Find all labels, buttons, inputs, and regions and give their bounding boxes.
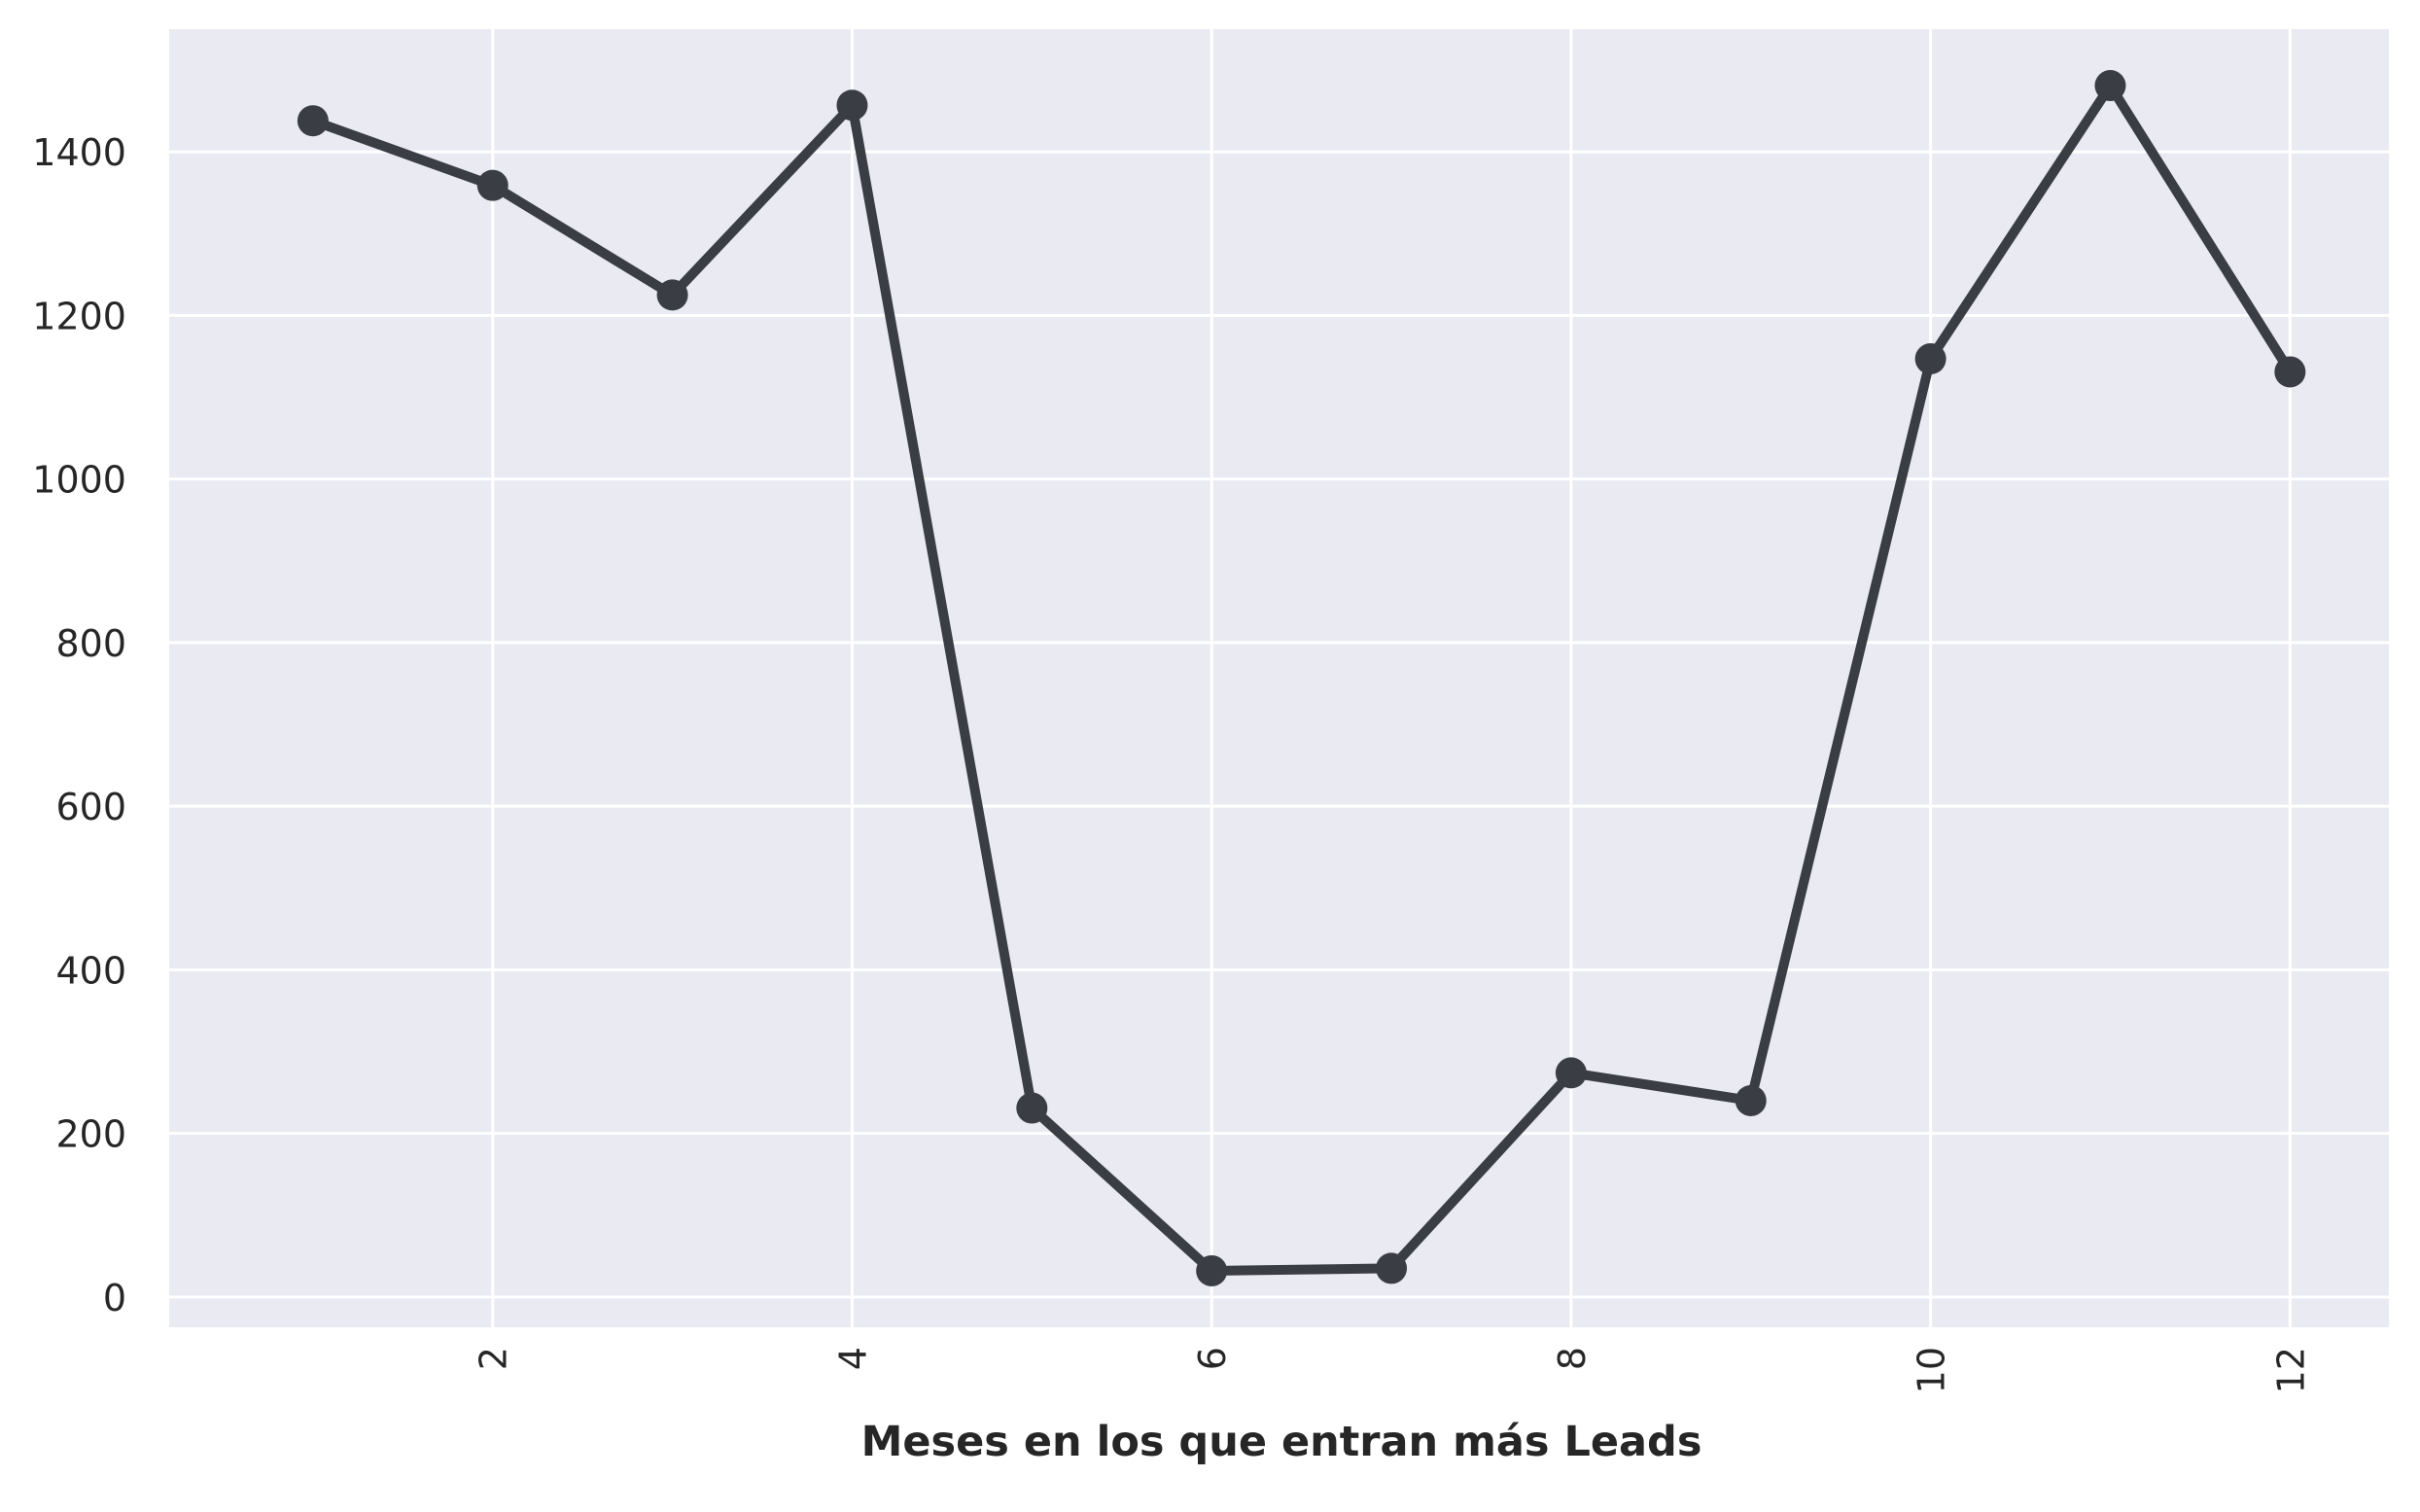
series-layer [297,70,2306,1286]
x-axis-label: Meses en los que entran más Leads [861,1418,1702,1466]
data-point [476,169,509,201]
x-tick-label: 10 [1911,1347,1953,1393]
x-tick-label: 6 [1191,1347,1234,1370]
data-point [1914,343,1947,375]
data-point [2274,356,2306,388]
data-point [836,89,868,122]
x-tick-label: 4 [831,1347,874,1370]
series-line [307,81,2296,1276]
grid [169,29,2389,1327]
y-tick-label: 1200 [32,295,126,337]
y-tick-label: 1000 [32,459,126,502]
y-tick-label: 400 [55,949,126,992]
data-point [1016,1092,1048,1124]
y-tick-label: 200 [55,1113,126,1156]
y-tick-label: 800 [55,622,126,665]
data-point [656,279,688,311]
y-tick-label: 0 [103,1277,126,1319]
x-tick-label: 2 [473,1347,515,1370]
data-point [1555,1057,1587,1089]
data-point [2094,70,2126,102]
x-tick-label: 12 [2269,1347,2312,1393]
data-point [1735,1084,1767,1116]
x-axis-ticks: 2 4 6 8 10 12 [473,1347,2313,1393]
x-tick-label: 8 [1551,1347,1594,1370]
data-point [297,105,329,137]
data-point [1376,1252,1408,1284]
y-tick-label: 600 [55,786,126,828]
data-point [1196,1254,1228,1286]
y-axis-ticks: 0 200 400 600 800 1000 1200 1400 [32,131,126,1319]
plot-background [169,29,2389,1327]
y-tick-label: 1400 [32,131,126,174]
